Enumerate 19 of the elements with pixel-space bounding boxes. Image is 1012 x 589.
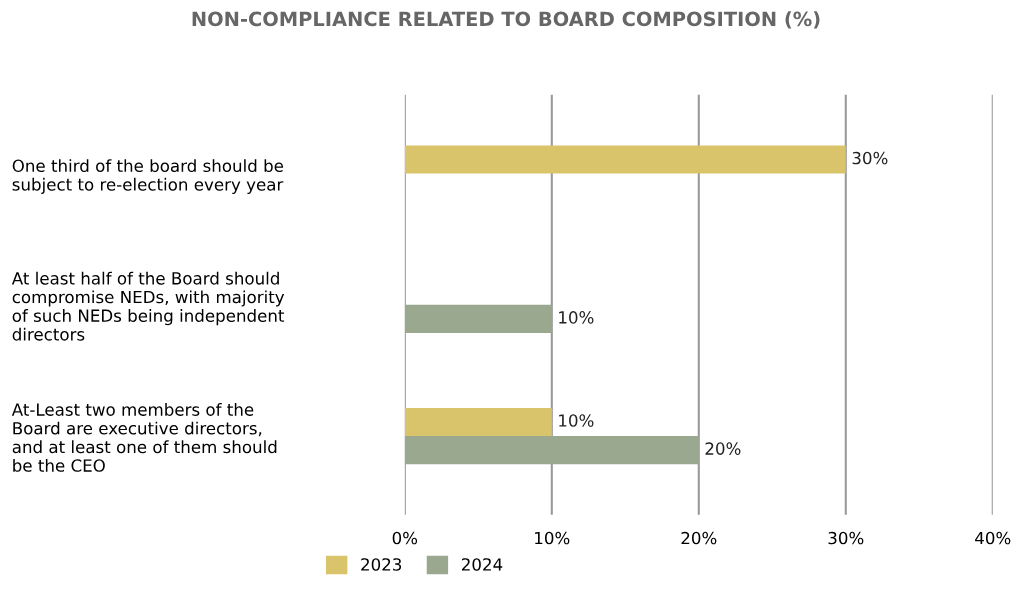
bar (404, 304, 552, 333)
data-label: 10% (559, 414, 594, 427)
x-tick-label: 20% (681, 531, 717, 545)
bar (404, 145, 846, 174)
y-tick-label: One third of the board should be subject to re-election every year (12, 159, 284, 194)
x-tick-label: 40% (975, 531, 1011, 545)
data-label: 30% (852, 151, 888, 165)
x-tick-label: 0% (392, 531, 418, 545)
y-tick-label: At least half of the Board should compromise NEDs, with majority of such NEDs being independent directors (11, 271, 285, 341)
x-tick-label: 10% (535, 531, 570, 545)
y-tick-label: At-Least two members of the Board are executive directors, and at least one of them should be the CEO (11, 402, 277, 472)
bar (404, 407, 552, 437)
x-tick-label: 30% (828, 531, 864, 545)
data-label: 20% (705, 442, 741, 455)
data-label: 10% (559, 311, 594, 324)
bar (404, 436, 699, 465)
legend-label: 2024 (461, 558, 503, 571)
chart-title: NON-COMPLIANCE RELATED TO BOARD COMPOSITION (%) (192, 11, 820, 29)
legend-label: 2023 (361, 558, 402, 571)
